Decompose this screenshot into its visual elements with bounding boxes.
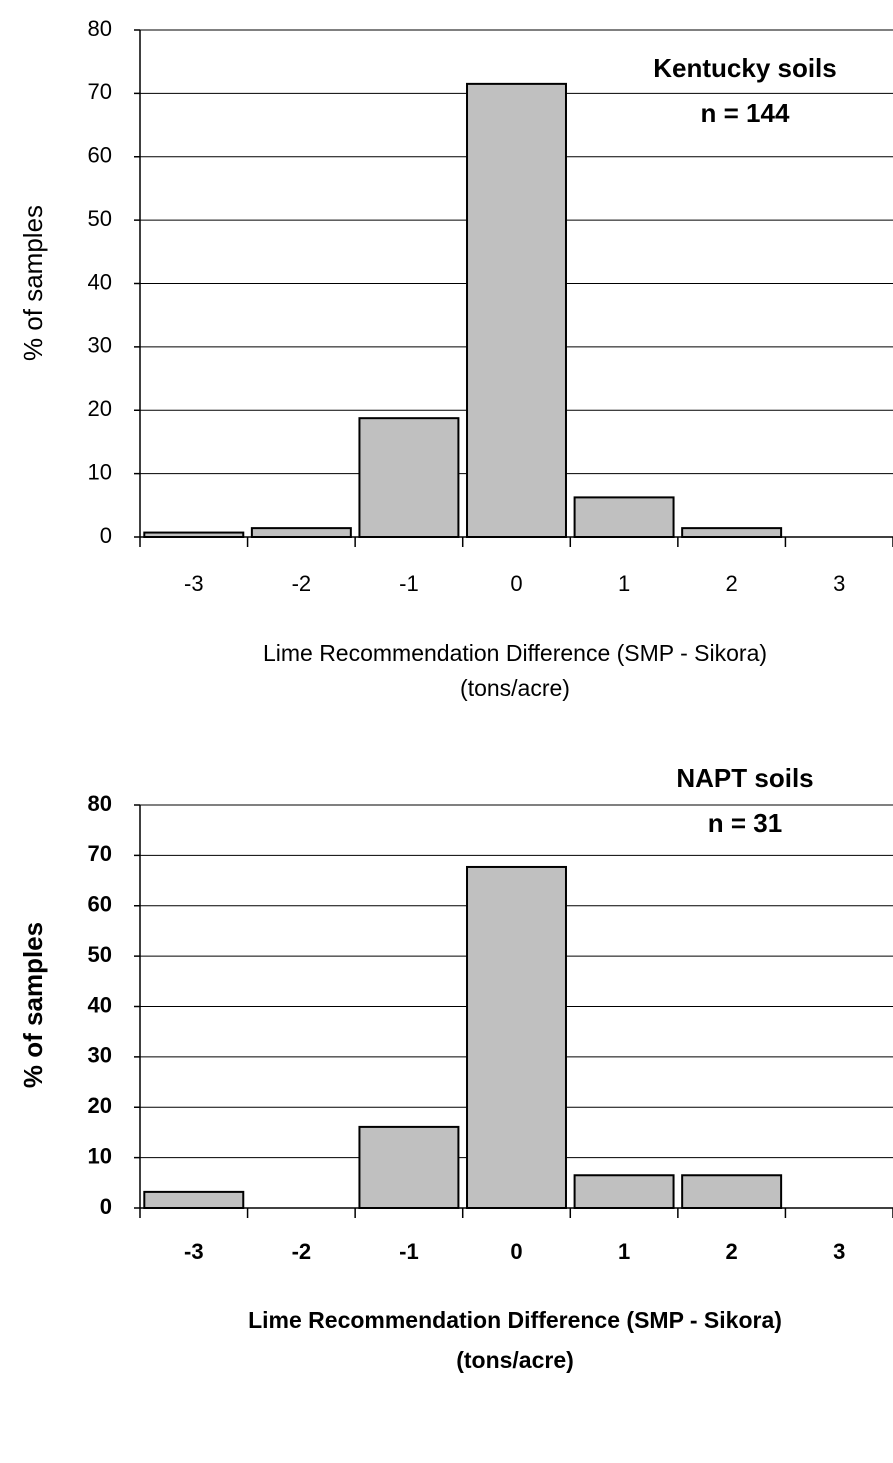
x-tick-label: -3 [184, 1239, 204, 1264]
chart: 0 10 20 30 40 50 60 70 80 -3 -2 -1 0 1 2 3 Lime Recommen… [18, 16, 893, 701]
y-tick-label: 30 [88, 1043, 112, 1068]
x-tick-label: -2 [292, 571, 312, 596]
x-axis-label: (tons/acre) [456, 1347, 574, 1373]
x-tick-label: -1 [399, 1239, 419, 1264]
y-tick-label: 0 [100, 1194, 112, 1219]
y-tick-label: 20 [88, 1093, 112, 1118]
x-tick-label: -2 [292, 1239, 312, 1264]
x-axis-label: Lime Recommendation Difference (SMP - Si… [263, 640, 767, 666]
y-tick-label: 80 [88, 791, 112, 816]
bar [573, 496, 675, 538]
y-tick-label: 50 [88, 942, 112, 967]
y-axis-label: % of samples [18, 205, 48, 361]
x-axis-label: (tons/acre) [460, 675, 570, 701]
bar [250, 527, 352, 539]
x-tick-label: 0 [510, 571, 522, 596]
y-tick-label: 40 [88, 992, 112, 1017]
y-tick-label: 70 [88, 841, 112, 866]
y-axis-label: % of samples [18, 922, 48, 1088]
bar [681, 1174, 783, 1209]
x-tick-label: -3 [184, 571, 204, 596]
y-tick-label: 30 [88, 333, 112, 358]
annotation: Kentucky soils [653, 53, 837, 83]
x-tick-label: 2 [726, 1239, 738, 1264]
bar [466, 865, 567, 1209]
y-tick-label: 40 [88, 269, 112, 294]
bar [358, 417, 460, 538]
x-tick-label: 3 [833, 1239, 845, 1264]
x-tick-label: 3 [833, 571, 845, 596]
y-tick-label: 20 [88, 396, 112, 421]
bar [143, 1190, 245, 1210]
annotation: n = 144 [701, 98, 790, 128]
y-tick-label: 50 [88, 206, 112, 231]
y-tick-label: 10 [88, 459, 112, 484]
annotation: NAPT soils [676, 763, 813, 793]
x-tick-label: 2 [726, 571, 738, 596]
x-tick-label: -1 [399, 571, 419, 596]
annotation: n = 31 [708, 808, 782, 838]
y-tick-label: 60 [88, 892, 112, 917]
bar [573, 1174, 675, 1209]
y-tick-label: 60 [88, 143, 112, 168]
bar [466, 82, 567, 539]
bar [358, 1125, 460, 1209]
x-axis-label: Lime Recommendation Difference (SMP - Si… [248, 1307, 782, 1333]
x-tick-label: 1 [618, 1239, 630, 1264]
x-tick-label: 0 [510, 1239, 522, 1264]
y-tick-label: 70 [88, 79, 112, 104]
x-tick-label: 1 [618, 571, 630, 596]
bar [681, 527, 783, 539]
y-tick-label: 0 [100, 523, 112, 548]
y-tick-label: 80 [88, 16, 112, 41]
y-tick-label: 10 [88, 1143, 112, 1168]
chart: 0 10 20 30 40 50 60 70 80 -3 -2 -1 0 1 2 3 Lime Recommen… [18, 763, 893, 1373]
